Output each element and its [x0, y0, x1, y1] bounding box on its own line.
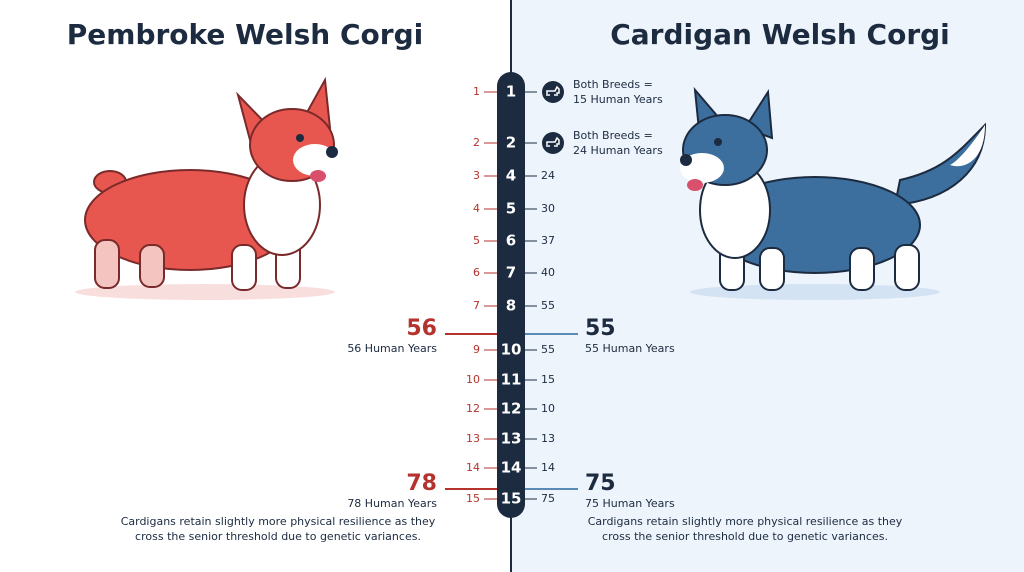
- center-age: 6: [506, 232, 516, 250]
- callout-small: 75 Human Years: [585, 497, 675, 510]
- right-age: 10: [541, 402, 555, 415]
- right-note: Both Breeds =: [573, 78, 653, 91]
- right-note: 24 Human Years: [573, 144, 663, 157]
- dog-icon: [542, 81, 564, 103]
- right-age: 24: [541, 169, 555, 182]
- left-age: 10: [466, 373, 480, 386]
- left-age: 14: [466, 461, 480, 474]
- left-age: 7: [473, 299, 480, 312]
- right-age: 13: [541, 432, 555, 445]
- dog-icon: [542, 132, 564, 154]
- center-age: 2: [506, 134, 516, 152]
- right-age: 30: [541, 202, 555, 215]
- callout-small: 56 Human Years: [347, 342, 437, 355]
- left-age: 1: [473, 85, 480, 98]
- callout-small: 78 Human Years: [347, 497, 437, 510]
- right-age: 37: [541, 234, 555, 247]
- left-age: 3: [473, 169, 480, 182]
- callout-big: 55: [585, 316, 616, 341]
- callout-big: 78: [406, 471, 437, 496]
- callout-small: 55 Human Years: [585, 342, 675, 355]
- timeline-bar: [497, 72, 525, 518]
- center-age: 11: [501, 371, 522, 389]
- center-age: 1: [506, 83, 516, 101]
- left-age: 5: [473, 234, 480, 247]
- dog-glyph: [546, 85, 560, 96]
- center-age: 7: [506, 264, 516, 282]
- center-age: 14: [501, 459, 522, 477]
- left-age: 6: [473, 266, 480, 279]
- right-note: 15 Human Years: [573, 93, 663, 106]
- right-note: Both Breeds =: [573, 129, 653, 142]
- center-age: 4: [506, 167, 516, 185]
- right-age: 40: [541, 266, 555, 279]
- center-age: 15: [501, 490, 522, 508]
- right-age: 55: [541, 343, 555, 356]
- center-age: 10: [501, 341, 522, 359]
- callout-big: 56: [406, 316, 437, 341]
- cardigan-illustration: [680, 86, 987, 300]
- note: cross the senior threshold due to geneti…: [602, 530, 888, 543]
- left-age: 15: [466, 492, 480, 505]
- right-age: 15: [541, 373, 555, 386]
- left-age: 9: [473, 343, 480, 356]
- left-age: 2: [473, 136, 480, 149]
- right-age: 75: [541, 492, 555, 505]
- center-age: 5: [506, 200, 516, 218]
- note: Cardigans retain slightly more physical …: [588, 515, 903, 528]
- left-age: 13: [466, 432, 480, 445]
- center-age: 8: [506, 297, 516, 315]
- right-age: 14: [541, 461, 555, 474]
- left-age: 12: [466, 402, 480, 415]
- right-title: Cardigan Welsh Corgi: [610, 18, 950, 51]
- note: cross the senior threshold due to geneti…: [135, 530, 421, 543]
- left-title: Pembroke Welsh Corgi: [67, 18, 423, 51]
- note: Cardigans retain slightly more physical …: [121, 515, 436, 528]
- callout-big: 75: [585, 471, 616, 496]
- right-age: 55: [541, 299, 555, 312]
- left-age: 4: [473, 202, 480, 215]
- center-age: 12: [501, 400, 522, 418]
- dog-glyph: [546, 136, 560, 147]
- center-age: 13: [501, 430, 522, 448]
- pembroke-illustration: [75, 76, 338, 300]
